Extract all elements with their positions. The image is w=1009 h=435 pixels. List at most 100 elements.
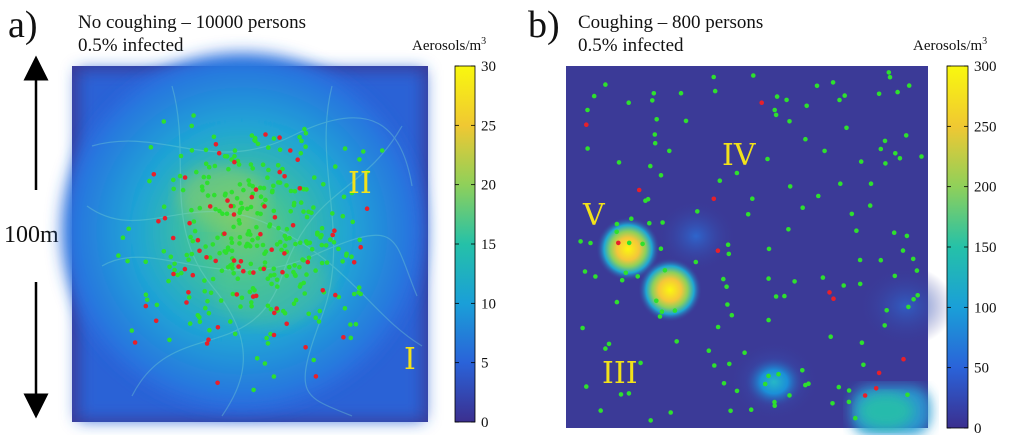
panel-b-healthy-person-marker bbox=[895, 89, 900, 95]
panel-b-healthy-person-marker bbox=[578, 239, 583, 244]
panel-a-healthy-person-marker bbox=[240, 205, 245, 211]
panel-a-healthy-person-marker bbox=[148, 144, 154, 150]
panel-a-healthy-person-marker bbox=[291, 301, 297, 306]
panel-a-healthy-person-marker bbox=[220, 211, 225, 216]
panel-b-healthy-person-marker bbox=[816, 193, 821, 199]
panel-b-healthy-person-marker bbox=[822, 148, 827, 154]
panel-b-healthy-person-marker bbox=[903, 133, 909, 138]
panel-a-infected-person-marker bbox=[271, 332, 277, 338]
panel-b-healthy-person-marker bbox=[750, 196, 755, 201]
panel-a-healthy-person-marker bbox=[228, 319, 233, 324]
panel-a-healthy-person-marker bbox=[171, 186, 176, 192]
panel-a-healthy-person-marker bbox=[188, 234, 193, 240]
panel-b-healthy-person-marker bbox=[803, 136, 808, 142]
panel-b-healthy-person-marker bbox=[606, 341, 612, 347]
panel-a-healthy-person-marker bbox=[202, 278, 207, 283]
panel-b-healthy-person-marker bbox=[614, 221, 620, 227]
panel-b-healthy-person-marker bbox=[765, 156, 770, 162]
panel-a-healthy-person-marker bbox=[297, 134, 302, 140]
panel-b-healthy-person-marker bbox=[766, 373, 771, 379]
panel-a-healthy-person-marker bbox=[269, 281, 274, 287]
panel-b-healthy-person-marker bbox=[603, 82, 608, 87]
panel-a-healthy-person-marker bbox=[291, 200, 297, 206]
panel-a-letter: a) bbox=[8, 4, 38, 46]
panel-a-infected-person-marker bbox=[162, 215, 168, 221]
panel-b-colorbar-tick-label-100: 100 bbox=[974, 300, 997, 316]
panel-b-healthy-person-marker bbox=[678, 90, 684, 96]
panel-a-healthy-person-marker bbox=[246, 242, 251, 247]
panel-a-healthy-person-marker bbox=[336, 294, 342, 300]
panel-a-healthy-person-marker bbox=[191, 219, 197, 224]
panel-b-healthy-person-marker bbox=[820, 275, 826, 280]
panel-b-healthy-person-marker bbox=[859, 340, 865, 346]
panel-b-healthy-person-marker bbox=[648, 418, 653, 423]
panel-b-healthy-person-marker bbox=[804, 103, 809, 109]
panel-b-healthy-person-marker bbox=[648, 163, 653, 169]
panel-a-healthy-person-marker bbox=[211, 134, 217, 140]
panel-a-healthy-person-marker bbox=[319, 232, 324, 238]
panel-a-healthy-person-marker bbox=[167, 337, 172, 343]
panel-a-healthy-person-marker bbox=[229, 240, 235, 245]
panel-a-healthy-person-marker bbox=[306, 209, 311, 215]
panel-a-infected-person-marker bbox=[261, 266, 267, 272]
panel-a-healthy-person-marker bbox=[268, 307, 274, 312]
panel-a-healthy-person-marker bbox=[229, 236, 234, 241]
panel-a-healthy-person-marker bbox=[265, 341, 271, 346]
panel-a-healthy-person-marker bbox=[231, 271, 236, 276]
panel-b-healthy-person-marker bbox=[585, 107, 590, 113]
panel-a-infected-person-marker bbox=[251, 270, 256, 275]
panel-a-healthy-person-marker bbox=[356, 285, 362, 290]
panel-a-healthy-person-marker bbox=[255, 141, 261, 147]
panel-b-infected-person-marker bbox=[636, 187, 642, 193]
panel-a-infected-person-marker bbox=[187, 220, 192, 226]
panel-b-healthy-person-marker bbox=[884, 308, 889, 313]
panel-a-healthy-person-marker bbox=[255, 235, 261, 241]
scale-arrow bbox=[23, 55, 49, 419]
panel-a-healthy-person-marker bbox=[306, 311, 311, 317]
panel-b-infected-person-marker bbox=[862, 393, 868, 398]
panel-b-healthy-person-marker bbox=[904, 233, 910, 239]
panel-a-healthy-person-marker bbox=[331, 240, 337, 245]
panel-b-healthy-person-marker bbox=[905, 392, 910, 398]
panel-a-healthy-person-marker bbox=[336, 246, 341, 252]
panel-a-infected-person-marker bbox=[262, 204, 267, 209]
panel-a-healthy-person-marker bbox=[231, 224, 236, 230]
panel-b-healthy-person-marker bbox=[906, 83, 912, 88]
panel-b-healthy-person-marker bbox=[668, 410, 673, 415]
panel-a-infected-person-marker bbox=[197, 248, 202, 254]
panel-b-healthy-person-marker bbox=[614, 229, 619, 235]
panel-a-healthy-person-marker bbox=[260, 242, 266, 248]
panel-a-healthy-person-marker bbox=[297, 264, 302, 270]
panel-a-infected-person-marker bbox=[358, 244, 364, 250]
panel-b-title-line-2: 0.5% infected bbox=[578, 35, 684, 56]
panel-a-infected-person-marker bbox=[282, 251, 287, 256]
panel-b-healthy-person-marker bbox=[745, 212, 751, 217]
panel-a-healthy-person-marker bbox=[297, 240, 303, 245]
panel-a-healthy-person-marker bbox=[315, 230, 320, 236]
panel-a-healthy-person-marker bbox=[323, 243, 329, 248]
panel-a-healthy-person-marker bbox=[324, 260, 330, 265]
panel-a-healthy-person-marker bbox=[206, 310, 212, 316]
panel-b-colorbar-label: Aerosols/m bbox=[913, 38, 983, 54]
panel-a-healthy-person-marker bbox=[353, 321, 359, 327]
panel-a-healthy-person-marker bbox=[267, 222, 273, 227]
panel-b-healthy-person-marker bbox=[638, 360, 643, 366]
panel-a-healthy-person-marker bbox=[247, 289, 253, 295]
panel-b-healthy-person-marker bbox=[836, 384, 842, 390]
panel-b-healthy-person-marker bbox=[773, 294, 779, 299]
panel-b-healthy-person-marker bbox=[614, 299, 620, 305]
panel-a-healthy-person-marker bbox=[192, 228, 198, 234]
panel-b-healthy-person-marker bbox=[883, 161, 888, 166]
panel-b-healthy-person-marker bbox=[652, 140, 658, 146]
panel-a-infected-person-marker bbox=[190, 272, 196, 278]
panel-b-healthy-person-marker bbox=[786, 227, 791, 232]
panel-a-healthy-person-marker bbox=[301, 186, 306, 192]
panel-b-healthy-person-marker bbox=[838, 181, 843, 186]
panel-a-healthy-person-marker bbox=[212, 163, 218, 169]
panel-a-healthy-person-marker bbox=[172, 267, 177, 273]
panel-a-colorbar-sup: 3 bbox=[481, 36, 487, 47]
panel-b-healthy-person-marker bbox=[766, 246, 772, 252]
panel-b-healthy-person-marker bbox=[858, 159, 864, 164]
panel-a-infected-person-marker bbox=[272, 215, 278, 220]
panel-a-healthy-person-marker bbox=[161, 249, 167, 254]
